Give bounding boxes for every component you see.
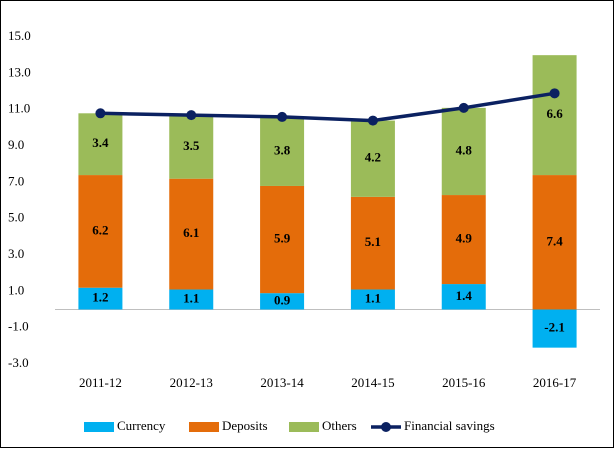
bar [260,185,305,294]
y-tick-label: -1.0 [8,319,29,334]
y-tick-label: 15.0 [8,28,31,43]
point [458,102,469,113]
value-label: 6.1 [183,225,199,240]
legend-label: Currency [117,418,166,433]
bar [78,175,123,288]
x-tick-label: 2014-15 [351,375,394,390]
y-tick-label: 11.0 [8,101,30,116]
y-tick-label: 9.0 [8,137,24,152]
value-label: 1.4 [456,288,473,303]
bar [532,175,577,310]
x-tick-label: 2011-12 [79,375,122,390]
point [277,111,288,122]
bar [169,289,214,310]
bar [532,55,577,176]
y-tick-label: 3.0 [8,246,24,261]
value-label: 3.5 [183,138,200,153]
bar [350,196,395,290]
bar [532,309,577,348]
point [186,110,197,121]
value-label: 4.8 [456,142,473,157]
point [549,88,560,99]
legend-swatch [381,422,391,432]
legend-label: Deposits [222,418,268,433]
value-label: 3.4 [92,135,109,150]
legend-swatch [84,422,114,432]
bar [441,195,486,285]
x-tick-label: 2013-14 [260,375,304,390]
point [95,108,106,119]
value-label: 1.1 [183,290,199,305]
value-label: 6.6 [546,106,563,121]
value-label: 4.9 [456,231,473,246]
value-label: 1.2 [92,290,108,305]
value-label: 5.1 [365,234,381,249]
bar [260,116,305,186]
legend-label: Others [322,418,357,433]
x-tick-label: 2016-17 [533,375,577,390]
line [100,91,555,123]
bar [169,178,214,290]
legend-swatch [189,422,219,432]
bar [78,113,123,176]
bar [350,289,395,310]
value-label: 1.1 [365,290,381,305]
bar [350,120,395,197]
value-label: 6.2 [92,222,108,237]
x-tick-label: 2015-16 [442,375,486,390]
bar [78,287,123,310]
x-tick-label: 2012-13 [170,375,213,390]
y-tick-label: 7.0 [8,173,24,188]
y-tick-label: 5.0 [8,210,24,225]
y-tick-label: -3.0 [8,355,29,370]
value-label: 4.2 [365,150,381,165]
y-tick-label: 1.0 [8,282,24,297]
legend-swatch [289,422,319,432]
value-label: 0.9 [274,292,291,307]
bar [169,115,214,179]
bar [441,107,486,196]
bar [260,293,305,310]
bar [441,284,486,310]
value-label: -2.1 [544,320,565,335]
y-tick-label: 13.0 [8,64,31,79]
point [367,115,378,126]
legend-label: Financial savings [404,418,495,433]
value-label: 7.4 [546,233,563,248]
value-label: 5.9 [274,231,291,246]
value-label: 3.8 [274,142,291,157]
